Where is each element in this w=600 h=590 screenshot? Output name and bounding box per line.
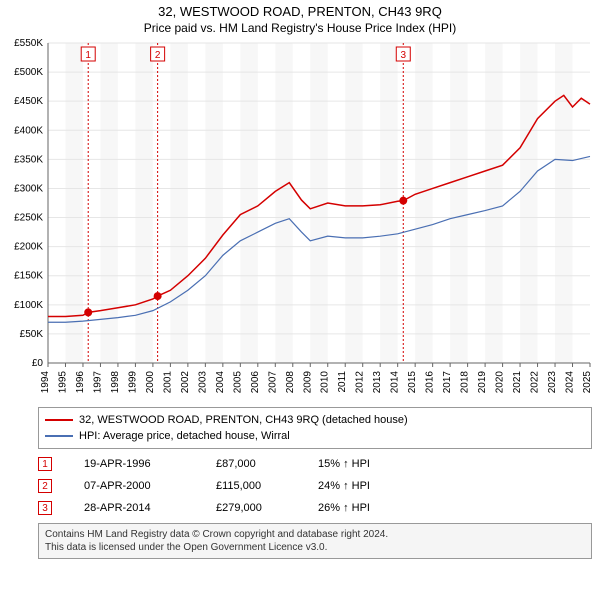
svg-text:1998: 1998 xyxy=(110,371,121,394)
svg-text:£100K: £100K xyxy=(14,300,43,311)
legend-row-price: 32, WESTWOOD ROAD, PRENTON, CH43 9RQ (de… xyxy=(45,412,585,428)
svg-text:2007: 2007 xyxy=(267,371,278,394)
event-price: £279,000 xyxy=(216,502,296,514)
footer-line-2: This data is licensed under the Open Gov… xyxy=(45,541,585,554)
event-row: 2 07-APR-2000 £115,000 24% ↑ HPI xyxy=(0,475,600,497)
chart-title: 32, WESTWOOD ROAD, PRENTON, CH43 9RQ xyxy=(0,4,600,19)
event-row: 1 19-APR-1996 £87,000 15% ↑ HPI xyxy=(0,453,600,475)
svg-text:£300K: £300K xyxy=(14,183,43,194)
svg-text:2022: 2022 xyxy=(530,371,541,394)
svg-text:1995: 1995 xyxy=(57,371,68,394)
svg-text:2018: 2018 xyxy=(460,371,471,394)
svg-text:2002: 2002 xyxy=(180,371,191,394)
svg-text:2005: 2005 xyxy=(232,371,243,394)
svg-text:2013: 2013 xyxy=(372,371,383,394)
footer-box: Contains HM Land Registry data © Crown c… xyxy=(38,523,592,559)
event-date: 07-APR-2000 xyxy=(84,480,194,492)
svg-text:2020: 2020 xyxy=(495,371,506,394)
svg-text:£50K: £50K xyxy=(20,329,44,340)
event-marker-box: 1 xyxy=(38,457,52,471)
chart-area: £0 £50K £100K £150K £200K £250K £300K £350K £400… xyxy=(0,35,600,405)
svg-text:2016: 2016 xyxy=(425,371,436,394)
svg-text:2011: 2011 xyxy=(337,371,348,393)
legend-box: 32, WESTWOOD ROAD, PRENTON, CH43 9RQ (de… xyxy=(38,407,592,449)
event-diff: 26% ↑ HPI xyxy=(318,502,418,514)
svg-text:2006: 2006 xyxy=(250,371,261,394)
svg-text:2001: 2001 xyxy=(162,371,173,394)
event-diff: 24% ↑ HPI xyxy=(318,480,418,492)
svg-text:2023: 2023 xyxy=(547,371,558,394)
svg-text:1996: 1996 xyxy=(75,371,86,394)
events-list: 1 19-APR-1996 £87,000 15% ↑ HPI 2 07-APR-2000… xyxy=(0,453,600,519)
svg-text:1999: 1999 xyxy=(127,371,138,394)
svg-text:2003: 2003 xyxy=(197,371,208,394)
svg-text:2017: 2017 xyxy=(442,371,453,394)
svg-text:£400K: £400K xyxy=(14,125,43,136)
legend-swatch-price xyxy=(45,419,73,421)
svg-text:£200K: £200K xyxy=(14,242,43,253)
svg-text:1997: 1997 xyxy=(92,371,103,394)
svg-text:2019: 2019 xyxy=(477,371,488,394)
svg-text:£550K: £550K xyxy=(14,38,43,49)
event-diff: 15% ↑ HPI xyxy=(318,458,418,470)
event-marker-box: 3 xyxy=(38,501,52,515)
svg-text:2: 2 xyxy=(155,50,161,61)
event-price: £87,000 xyxy=(216,458,296,470)
svg-text:2008: 2008 xyxy=(285,371,296,394)
svg-text:£250K: £250K xyxy=(14,213,43,224)
svg-text:£0: £0 xyxy=(32,358,44,369)
svg-text:2024: 2024 xyxy=(565,371,576,394)
svg-text:1: 1 xyxy=(85,50,91,61)
svg-text:£350K: £350K xyxy=(14,154,43,165)
svg-text:£450K: £450K xyxy=(14,96,43,107)
chart-subtitle: Price paid vs. HM Land Registry's House … xyxy=(0,21,600,35)
svg-text:£500K: £500K xyxy=(14,67,43,78)
svg-text:2021: 2021 xyxy=(512,371,523,394)
svg-text:2010: 2010 xyxy=(320,371,331,394)
svg-text:3: 3 xyxy=(400,50,406,61)
event-date: 28-APR-2014 xyxy=(84,502,194,514)
svg-text:2014: 2014 xyxy=(390,371,401,394)
svg-text:1994: 1994 xyxy=(40,371,51,394)
svg-text:2015: 2015 xyxy=(407,371,418,394)
legend-row-hpi: HPI: Average price, detached house, Wirr… xyxy=(45,428,585,444)
svg-text:£150K: £150K xyxy=(14,271,43,282)
footer-line-1: Contains HM Land Registry data © Crown c… xyxy=(45,528,585,541)
svg-text:2012: 2012 xyxy=(355,371,366,394)
svg-text:2004: 2004 xyxy=(215,371,226,394)
svg-text:2025: 2025 xyxy=(582,371,593,394)
event-price: £115,000 xyxy=(216,480,296,492)
event-marker-box: 2 xyxy=(38,479,52,493)
svg-text:2009: 2009 xyxy=(302,371,313,394)
legend-label-hpi: HPI: Average price, detached house, Wirr… xyxy=(79,430,290,442)
legend-swatch-hpi xyxy=(45,435,73,437)
chart-svg: £0 £50K £100K £150K £200K £250K £300K £350K £400… xyxy=(0,35,600,405)
svg-text:2000: 2000 xyxy=(145,371,156,394)
event-date: 19-APR-1996 xyxy=(84,458,194,470)
event-row: 3 28-APR-2014 £279,000 26% ↑ HPI xyxy=(0,497,600,519)
legend-label-price: 32, WESTWOOD ROAD, PRENTON, CH43 9RQ (de… xyxy=(79,414,408,426)
